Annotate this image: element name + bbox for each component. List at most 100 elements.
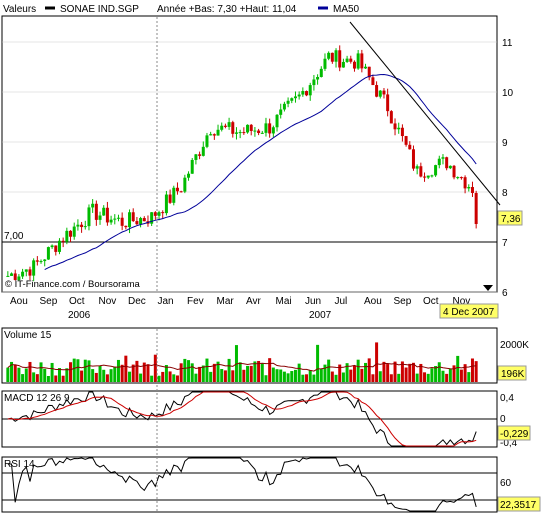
volume-bar (80, 370, 84, 382)
rsi-label: RSI 14 (4, 459, 35, 470)
volume-bar (334, 374, 338, 382)
month-label: Mai (276, 296, 292, 307)
candle-body (65, 230, 69, 242)
volume-panel-frame (1, 327, 498, 384)
candle-body (445, 157, 449, 169)
month-label: Nov (99, 296, 117, 307)
candle-body (386, 94, 390, 112)
candle-body (172, 187, 176, 203)
candle-body (301, 91, 305, 95)
macd-tick-bottom: -0,4 (500, 438, 518, 449)
macd-tick-top: 0,4 (500, 393, 514, 404)
volume-bar (290, 371, 294, 382)
volume-bar (57, 368, 61, 382)
candle-body (135, 221, 139, 225)
volume-bar (249, 365, 253, 382)
volume-bar (467, 372, 471, 382)
volume-bar (319, 368, 323, 382)
candle-body (419, 166, 423, 177)
candle-body (238, 132, 242, 134)
candle-body (275, 114, 279, 128)
price-tick-label: 9 (502, 138, 508, 149)
candle-body (271, 127, 275, 134)
candle-body (404, 136, 408, 145)
candle-body (39, 261, 43, 263)
volume-bar (205, 358, 209, 382)
volume-bar (397, 373, 401, 382)
volume-bar (69, 362, 73, 382)
month-label: Sep (394, 296, 412, 307)
chart-header: Valeurs SONAE IND.SGP Année +Bas: 7,30 +… (3, 4, 360, 15)
volume-bar (102, 369, 106, 382)
candle-body (209, 134, 213, 136)
month-label: Aou (364, 296, 382, 307)
volume-bar (28, 361, 32, 382)
candle-body (220, 125, 224, 130)
volume-bar (297, 363, 301, 382)
candle-body (297, 94, 301, 97)
candle-body (50, 245, 54, 248)
candle-body (356, 53, 360, 69)
volume-bar (393, 361, 397, 382)
candle-body (330, 52, 334, 62)
candle-body (57, 240, 61, 252)
candle-body (474, 192, 478, 224)
ma50-legend-label: MA50 (333, 4, 360, 15)
price-tick-label: 11 (502, 38, 513, 49)
volume-bar (375, 342, 379, 382)
candle-body (430, 175, 434, 177)
trend-line (349, 21, 501, 206)
volume-bar (452, 365, 456, 382)
price-gridlines (2, 41, 497, 293)
volume-bar (360, 368, 364, 382)
volume-bar (10, 361, 14, 382)
macd-line (7, 391, 477, 447)
volume-bar (474, 361, 478, 382)
candle-body (102, 207, 106, 216)
volume-bar (94, 372, 98, 382)
month-label: Fev (187, 296, 204, 307)
candle-body (352, 61, 356, 69)
candle-body (6, 275, 10, 277)
volume-bar (330, 371, 334, 382)
volume-bar (448, 368, 452, 382)
valeurs-label[interactable]: Valeurs (3, 4, 36, 15)
volume-bar (83, 359, 87, 382)
candle-body (312, 79, 316, 86)
price-candles (6, 45, 478, 282)
candle-body (120, 217, 124, 226)
macd-badge (497, 425, 531, 441)
volume-bar (345, 363, 349, 382)
volume-bar (349, 369, 353, 382)
candle-body (253, 130, 257, 132)
macd-badge-value: -0,229 (500, 429, 529, 440)
volume-bar (157, 375, 161, 382)
candle-body (212, 134, 216, 136)
scroll-down-arrow-icon[interactable] (483, 285, 493, 291)
volume-bar (223, 370, 227, 382)
volume-bar (72, 358, 76, 382)
volume-bar (356, 359, 360, 382)
volume-bar (327, 359, 331, 382)
month-label: Aou (10, 296, 28, 307)
volume-badge-value: 196K (501, 369, 525, 380)
candle-body (32, 260, 36, 276)
candle-body (201, 146, 205, 156)
rsi-tick-60: 60 (500, 478, 512, 489)
volume-bar (105, 374, 109, 382)
volume-bar (135, 360, 139, 382)
volume-bar (120, 364, 124, 382)
volume-ma-line (7, 362, 477, 372)
volume-bar (352, 365, 356, 382)
candle-body (24, 269, 28, 272)
x-axis-months: Aou Sep Oct Nov Dec Jan Fev Mar Avr Mai Jun Jul Aou S… (10, 296, 470, 307)
candle-body (441, 157, 445, 159)
candle-body (142, 218, 146, 222)
candle-body (323, 58, 327, 69)
candle-body (21, 271, 25, 277)
volume-bar (198, 366, 202, 382)
candle-body (279, 109, 283, 115)
candle-body (470, 187, 474, 193)
volume-bar (463, 364, 467, 382)
candle-body (411, 149, 415, 169)
